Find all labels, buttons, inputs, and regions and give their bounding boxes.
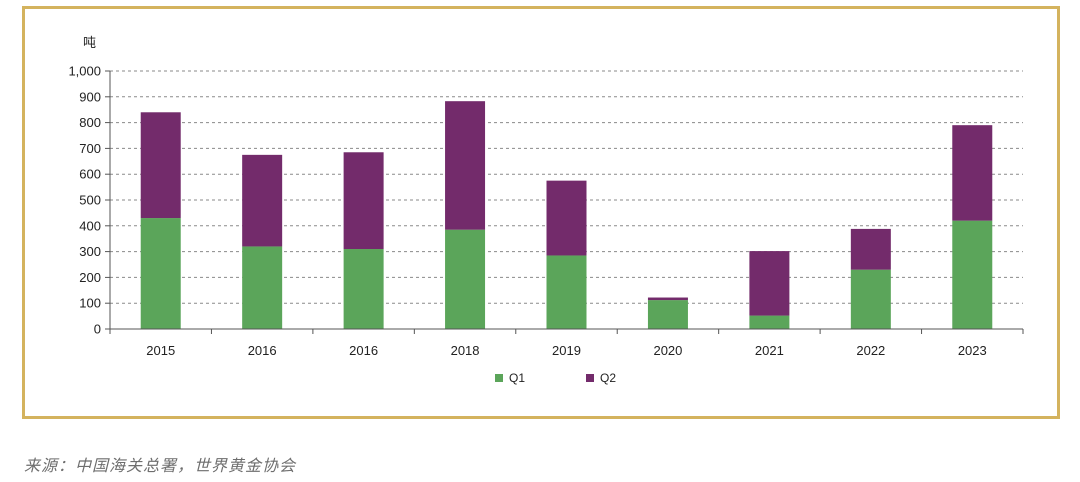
- stacked-bar-chart: 0 100 200 300 400 500 600 700 800 900 1,000 2015 201…: [68, 36, 1024, 385]
- bar-q1-2016-1: [242, 246, 283, 329]
- bar-q1-2023-8: [952, 220, 993, 329]
- bar-q1-2016-2: [343, 249, 384, 329]
- bar-q2-2016-1: [242, 154, 283, 247]
- bar-q1-2020-5: [647, 300, 688, 329]
- y-tick-label: 1,000: [68, 64, 101, 79]
- x-tick-label: 2022: [856, 343, 885, 358]
- y-tick-label: 800: [79, 115, 101, 130]
- legend-label-q2: Q2: [600, 371, 616, 385]
- bar-q2-2018-3: [445, 101, 486, 230]
- bar-q1-2018-3: [445, 229, 486, 329]
- y-tick-label: 300: [79, 244, 101, 259]
- bar-q1-2019-4: [546, 255, 587, 329]
- x-tick-label: 2016: [248, 343, 277, 358]
- axes: 0 100 200 300 400 500 600 700 800 900 1,000 2015 201…: [68, 64, 1024, 358]
- y-tick-label: 700: [79, 141, 101, 156]
- bar-q2-2015-0: [140, 112, 181, 219]
- bar-q2-2022-7: [850, 228, 891, 270]
- bar-q1-2021-6: [749, 315, 790, 329]
- chart-frame: 0 100 200 300 400 500 600 700 800 900 1,000 2015 201…: [22, 6, 1060, 419]
- legend: Q1 Q2: [495, 371, 616, 385]
- bars: [140, 101, 993, 329]
- y-tick-label: 0: [94, 322, 101, 337]
- legend-swatch-q1: [495, 374, 503, 382]
- y-axis-unit-label: 吨: [83, 36, 96, 51]
- legend-label-q1: Q1: [509, 371, 525, 385]
- y-tick-label: 400: [79, 218, 101, 233]
- y-tick-label: 200: [79, 270, 101, 285]
- y-tick-label: 900: [79, 89, 101, 104]
- bar-q2-2020-5: [647, 297, 688, 301]
- bar-q2-2023-8: [952, 125, 993, 221]
- x-tick-label: 2020: [653, 343, 682, 358]
- bar-q2-2019-4: [546, 180, 587, 256]
- x-tick-label: 2015: [146, 343, 175, 358]
- x-tick-label: 2019: [552, 343, 581, 358]
- y-tick-label: 100: [79, 296, 101, 311]
- y-tick-label: 500: [79, 193, 101, 208]
- bar-q2-2016-2: [343, 152, 384, 250]
- x-tick-label: 2016: [349, 343, 378, 358]
- bar-q2-2021-6: [749, 251, 790, 316]
- bar-q1-2015-0: [140, 218, 181, 329]
- x-tick-label: 2021: [755, 343, 784, 358]
- x-tick-label: 2023: [958, 343, 987, 358]
- x-tick-label: 2018: [451, 343, 480, 358]
- legend-swatch-q2: [586, 374, 594, 382]
- y-tick-label: 600: [79, 167, 101, 182]
- source-note: 来源：中国海关总署，世界黄金协会: [24, 456, 297, 475]
- bar-q1-2022-7: [850, 269, 891, 329]
